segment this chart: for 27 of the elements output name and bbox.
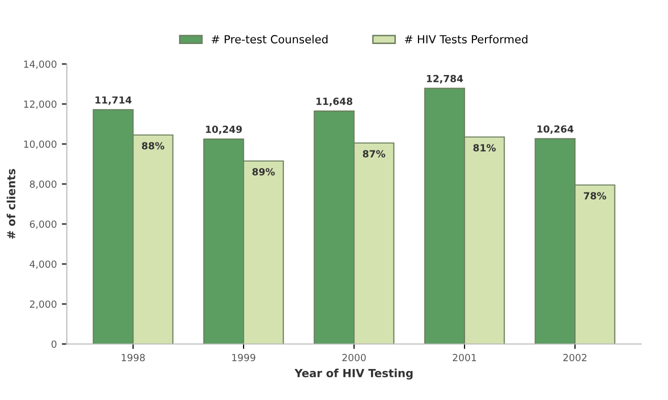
data-label: 10,264	[537, 125, 574, 134]
annotation: 89%	[252, 168, 275, 176]
x-tick-label: 1998	[122, 354, 145, 362]
x-tick-label: 1999	[232, 354, 256, 362]
legend-label: # HIV Tests Performed	[404, 34, 528, 44]
data-label: 10,249	[206, 126, 242, 134]
annotation: 88%	[142, 142, 164, 150]
annotation: 78%	[584, 192, 606, 200]
y-tick-label: 14,000	[24, 60, 56, 69]
x-tick-label: 2000	[342, 354, 366, 362]
data-label: 12,784	[426, 74, 463, 84]
data-label: 11,648	[316, 98, 352, 106]
x-axis-title: Year of HIV Testing	[294, 368, 413, 380]
data-label: 11,714	[96, 96, 132, 105]
y-tick-label: 0	[52, 340, 56, 348]
y-axis-title: # of clients	[6, 168, 16, 239]
y-tick-label: 6,000	[30, 220, 56, 229]
y-tick-label: 2,000	[30, 300, 56, 309]
y-tick-label: 12,000	[24, 100, 56, 109]
legend-label: # Pre-test Counseled	[212, 34, 328, 44]
y-tick-label: 10,000	[24, 140, 56, 149]
y-tick-label: 8,000	[30, 180, 56, 189]
annotation: 87%	[362, 150, 386, 158]
x-tick-label: 2002	[563, 354, 586, 362]
annotation: 81%	[473, 144, 496, 152]
y-tick-label: 4,000	[30, 260, 56, 269]
x-tick-label: 2001	[452, 354, 476, 362]
